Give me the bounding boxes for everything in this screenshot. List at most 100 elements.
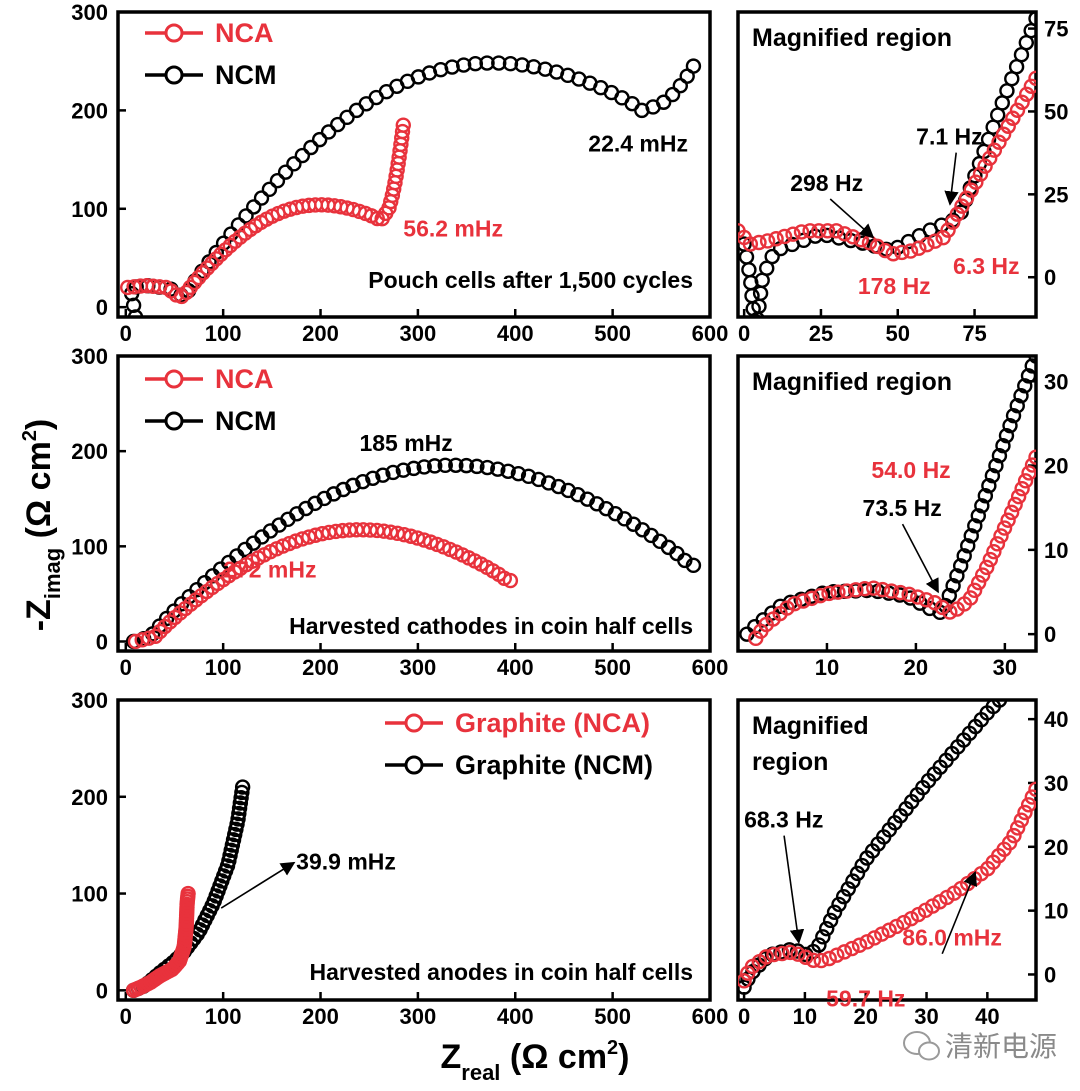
x-tick-label: 0: [738, 1004, 750, 1029]
y-tick-label: 0: [1044, 962, 1056, 987]
panel-title: Magnified: [752, 712, 869, 740]
annotation-arrow: [901, 523, 939, 594]
data-point: [217, 242, 234, 258]
data-point: [836, 226, 853, 242]
data-point: [829, 947, 845, 963]
plot-frame: [736, 10, 1038, 319]
data-point: [180, 885, 196, 902]
y-tick-label: 100: [71, 882, 108, 907]
data-point: [416, 532, 432, 548]
data-point: [1024, 457, 1036, 473]
y-tick-label: 300: [71, 0, 108, 25]
data-point: [989, 536, 1006, 552]
plot-frame: [116, 354, 712, 653]
data-point: [1017, 378, 1033, 394]
x-tick-label: 600: [692, 321, 729, 346]
data-point: [1024, 789, 1036, 805]
panel-caption: Harvested cathodes in coin half cells: [289, 613, 693, 639]
data-point: [991, 700, 1008, 708]
panel-anodes-magnified: 0 10 20 30 40 0 10 20 30 40 Magnified region 68.3 Hz…: [736, 698, 1068, 1029]
data-point: [303, 139, 319, 156]
frequency-annotation: 6.3 Hz: [953, 253, 1019, 279]
data-point: [1000, 512, 1016, 528]
data-point: [927, 233, 943, 249]
data-point: [815, 929, 831, 945]
data-point: [822, 912, 839, 929]
data-point: [1009, 398, 1025, 414]
data-point: [881, 922, 897, 938]
x-tick-label: 30: [993, 655, 1017, 680]
legend-label: NCA: [215, 364, 274, 394]
data-point: [758, 949, 774, 965]
data-point: [779, 600, 795, 616]
legend-entry: Graphite (NCM): [385, 750, 653, 780]
x-tick-label: 75: [962, 321, 986, 346]
data-point: [805, 952, 822, 968]
data-point: [365, 470, 381, 486]
data-point: [972, 166, 989, 182]
data-point: [952, 558, 969, 574]
data-point: [1028, 70, 1036, 87]
data-point: [970, 574, 987, 591]
y-tick-label: 0: [1044, 622, 1056, 647]
data-point: [804, 590, 820, 607]
y-tick-label: 30: [1044, 369, 1068, 394]
data-point: [821, 585, 837, 602]
data-point: [970, 508, 987, 524]
data-point: [795, 593, 811, 609]
data-point: [232, 795, 249, 811]
data-point: [982, 551, 999, 568]
data-point: [1028, 12, 1036, 27]
data-point: [1005, 407, 1022, 424]
y-tick-label: 20: [1044, 835, 1068, 860]
data-point: [199, 260, 216, 276]
data-point: [901, 586, 917, 603]
data-point: [954, 198, 970, 214]
data-point: [510, 465, 527, 482]
data-point: [330, 116, 346, 133]
data-point: [986, 543, 1002, 560]
plot-frame: [736, 698, 1038, 1002]
data-point: [395, 117, 411, 133]
data-point: [828, 223, 845, 239]
data-point: [995, 126, 1012, 142]
data-point: [204, 255, 220, 272]
panel-caption: Harvested anodes in coin half cells: [310, 959, 693, 985]
data-point: [238, 208, 254, 224]
x-tick-label: 200: [302, 1004, 339, 1029]
legend-entry: NCA: [145, 364, 274, 394]
data-point: [910, 589, 926, 605]
data-point: [490, 461, 506, 477]
x-tick-label: 300: [400, 655, 437, 680]
data-point: [560, 482, 576, 499]
data-point: [375, 467, 391, 483]
data-point: [896, 914, 912, 931]
x-tick-label: 300: [400, 1004, 437, 1029]
y-tick-label: 100: [71, 197, 108, 222]
series-graphite-nca-: [125, 885, 196, 999]
data-point: [231, 800, 248, 816]
y-tick-label: 200: [71, 785, 108, 810]
x-tick-label: 500: [594, 1004, 631, 1029]
data-point: [147, 628, 164, 645]
data-point: [469, 458, 485, 475]
x-tick-label: 40: [975, 1004, 999, 1029]
data-point: [741, 262, 757, 278]
x-tick-label: 200: [302, 655, 339, 680]
y-tick-label: 20: [1044, 454, 1068, 479]
panel-cathodes: 0 100 200 300 400 500 600 0 100 200 300 NCA NCM Harve…: [71, 344, 728, 680]
data-point: [844, 940, 860, 957]
data-point: [231, 805, 247, 822]
data-point: [894, 244, 910, 261]
x-tick-label: 500: [594, 655, 631, 680]
frequency-annotation: 22.4 mHz: [588, 131, 688, 157]
data-point: [1006, 827, 1022, 844]
data-point: [234, 779, 251, 795]
data-point: [851, 937, 868, 953]
y-tick-label: 75: [1044, 17, 1068, 42]
data-point: [394, 123, 411, 140]
legend-label: NCM: [215, 60, 277, 90]
annotation-arrow: [944, 152, 959, 206]
data-point: [986, 142, 1003, 158]
